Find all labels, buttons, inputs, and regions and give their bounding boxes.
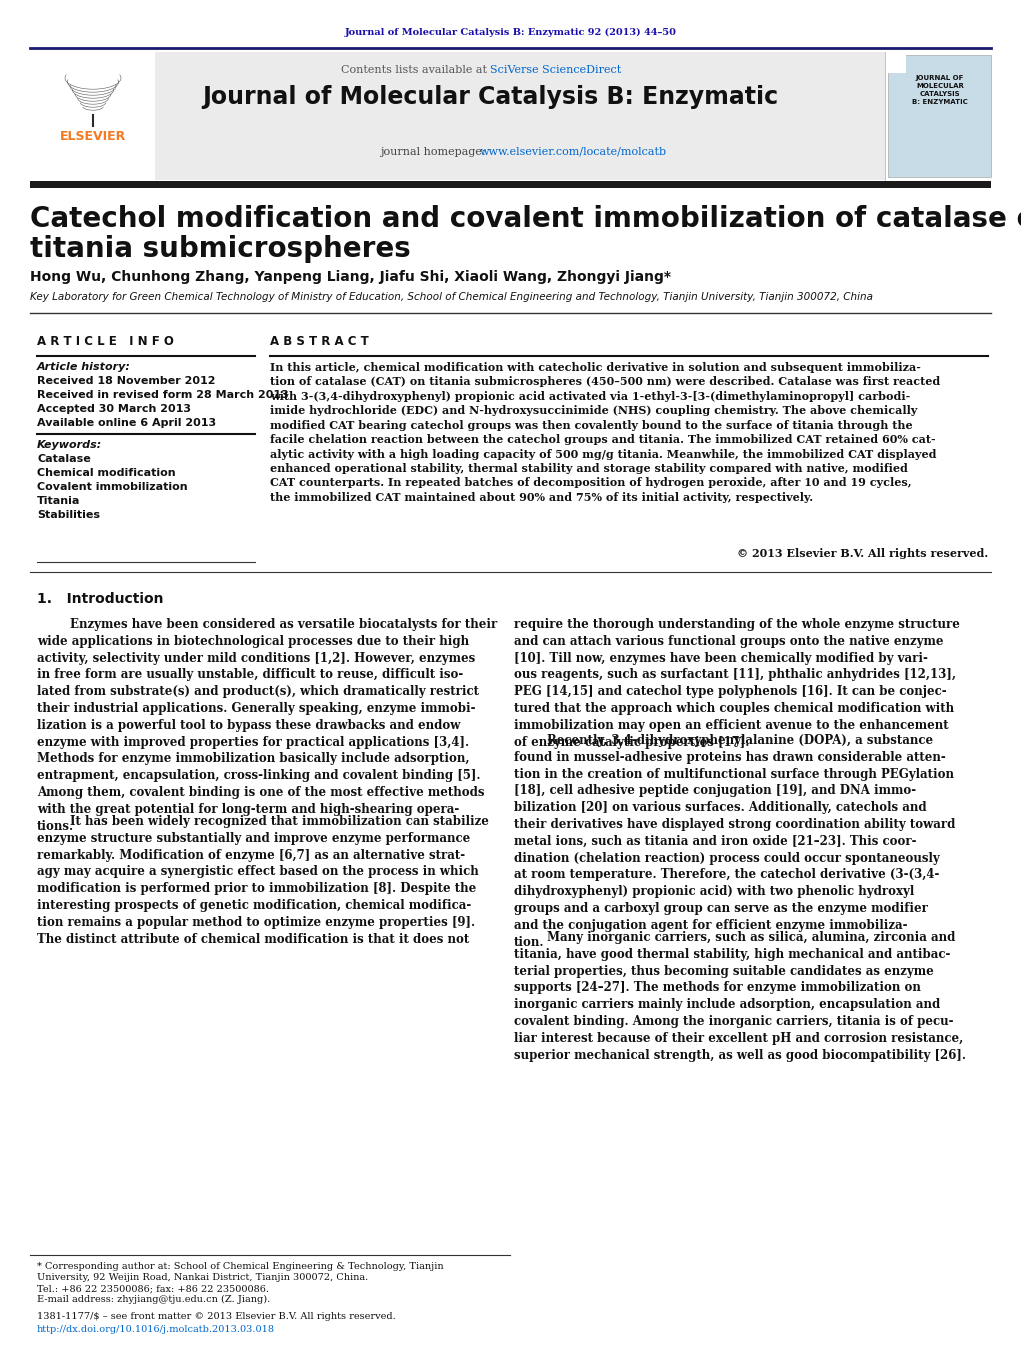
Text: Keywords:: Keywords:: [37, 440, 102, 450]
Bar: [155, 51, 885, 180]
Text: In this article, chemical modification with catecholic derivative in solution an: In this article, chemical modification w…: [270, 362, 940, 503]
Text: Article history:: Article history:: [37, 362, 131, 372]
Text: journal homepage:: journal homepage:: [380, 147, 489, 157]
Text: Recently, 3,4-dihydroxyphenylalanine (DOPA), a substance
found in mussel-adhesiv: Recently, 3,4-dihydroxyphenylalanine (DO…: [514, 734, 956, 948]
Text: Journal of Molecular Catalysis B: Enzymatic: Journal of Molecular Catalysis B: Enzyma…: [202, 85, 778, 109]
Text: Received in revised form 28 March 2013: Received in revised form 28 March 2013: [37, 390, 289, 400]
Text: ELSEVIER: ELSEVIER: [60, 130, 127, 143]
Text: E-mail address: zhyjiang@tju.edu.cn (Z. Jiang).: E-mail address: zhyjiang@tju.edu.cn (Z. …: [37, 1296, 271, 1304]
Text: Titania: Titania: [37, 496, 81, 507]
Text: Enzymes have been considered as versatile biocatalysts for their
wide applicatio: Enzymes have been considered as versatil…: [37, 617, 497, 832]
Text: Tel.: +86 22 23500086; fax: +86 22 23500086.: Tel.: +86 22 23500086; fax: +86 22 23500…: [37, 1283, 269, 1293]
Bar: [30, 51, 155, 180]
Text: Catechol modification and covalent immobilization of catalase on: Catechol modification and covalent immob…: [30, 205, 1021, 232]
Text: Catalase: Catalase: [37, 454, 91, 463]
Text: Covalent immobilization: Covalent immobilization: [37, 482, 188, 492]
Text: A B S T R A C T: A B S T R A C T: [270, 335, 369, 349]
Text: Many inorganic carriers, such as silica, alumina, zirconia and
titania, have goo: Many inorganic carriers, such as silica,…: [514, 931, 966, 1062]
Text: 1381-1177/$ – see front matter © 2013 Elsevier B.V. All rights reserved.: 1381-1177/$ – see front matter © 2013 El…: [37, 1312, 396, 1321]
Text: * Corresponding author at: School of Chemical Engineering & Technology, Tianjin: * Corresponding author at: School of Che…: [37, 1262, 444, 1271]
Text: JOURNAL OF
MOLECULAR
CATALYSIS
B: ENZYMATIC: JOURNAL OF MOLECULAR CATALYSIS B: ENZYMA…: [912, 76, 968, 105]
Text: www.elsevier.com/locate/molcatb: www.elsevier.com/locate/molcatb: [480, 147, 667, 157]
Bar: [888, 55, 991, 177]
Text: SciVerse ScienceDirect: SciVerse ScienceDirect: [490, 65, 621, 76]
Text: 1.   Introduction: 1. Introduction: [37, 592, 163, 607]
Text: Received 18 November 2012: Received 18 November 2012: [37, 376, 215, 386]
Text: Key Laboratory for Green Chemical Technology of Ministry of Education, School of: Key Laboratory for Green Chemical Techno…: [30, 292, 873, 303]
Text: titania submicrospheres: titania submicrospheres: [30, 235, 410, 263]
Text: A R T I C L E   I N F O: A R T I C L E I N F O: [37, 335, 174, 349]
Text: Contents lists available at: Contents lists available at: [340, 65, 490, 76]
Text: http://dx.doi.org/10.1016/j.molcatb.2013.03.018: http://dx.doi.org/10.1016/j.molcatb.2013…: [37, 1325, 275, 1333]
Text: Journal of Molecular Catalysis B: Enzymatic 92 (2013) 44–50: Journal of Molecular Catalysis B: Enzyma…: [345, 28, 677, 36]
Text: Hong Wu, Chunhong Zhang, Yanpeng Liang, Jiafu Shi, Xiaoli Wang, Zhongyi Jiang*: Hong Wu, Chunhong Zhang, Yanpeng Liang, …: [30, 270, 671, 284]
Text: require the thorough understanding of the whole enzyme structure
and can attach : require the thorough understanding of th…: [514, 617, 960, 748]
Text: University, 92 Weijin Road, Nankai District, Tianjin 300072, China.: University, 92 Weijin Road, Nankai Distr…: [37, 1273, 369, 1282]
Text: © 2013 Elsevier B.V. All rights reserved.: © 2013 Elsevier B.V. All rights reserved…: [737, 549, 988, 559]
Text: Available online 6 April 2013: Available online 6 April 2013: [37, 417, 216, 428]
Text: It has been widely recognized that immobilization can stabilize
enzyme structure: It has been widely recognized that immob…: [37, 815, 489, 946]
Bar: [888, 55, 906, 73]
Text: Chemical modification: Chemical modification: [37, 467, 176, 478]
Text: Stabilities: Stabilities: [37, 509, 100, 520]
Bar: [30, 181, 991, 188]
Text: Accepted 30 March 2013: Accepted 30 March 2013: [37, 404, 191, 413]
